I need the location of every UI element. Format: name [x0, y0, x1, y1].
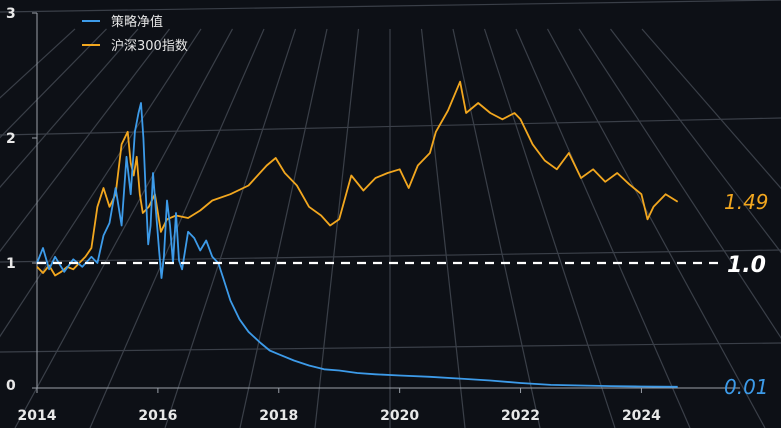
grid-ray [164, 28, 297, 428]
x-tick-label: 2020 [380, 408, 419, 424]
legend-label-0: 策略净值 [111, 14, 163, 30]
grid-ray [578, 28, 781, 339]
grid-ray [452, 28, 541, 428]
series-layer [36, 80, 679, 388]
series-line-1 [36, 80, 679, 277]
y-tick-label: 2 [6, 131, 16, 147]
grid-ray [515, 28, 691, 428]
y-tick-label: 3 [6, 6, 16, 22]
legend-label-1: 沪深300指数 [111, 38, 188, 54]
grid-line [0, 342, 781, 353]
grid-ray [546, 28, 766, 428]
y-tick-label: 1 [6, 256, 16, 272]
grid-line [0, 249, 781, 263]
label-layer: 0.01 1.49 [724, 190, 769, 399]
grid-ray [420, 28, 466, 428]
x-tick-label: 2014 [18, 408, 57, 424]
grid-ray [314, 28, 360, 428]
grid-ray [239, 28, 328, 428]
axes: 0 1 2 3 2014 2016 2018 2020 2022 2024 [6, 6, 740, 424]
series-line-0 [36, 102, 678, 388]
grid-ray [0, 28, 202, 338]
x-tick-label: 2022 [501, 408, 540, 424]
grid-ray [0, 28, 139, 189]
grid-ray [14, 28, 234, 428]
x-tick-label: 2016 [138, 408, 177, 424]
grid-ray [610, 28, 781, 254]
reference-line-label: 1.0 [727, 253, 766, 278]
series-end-label-0: 0.01 [724, 375, 769, 399]
grid-line [0, 117, 781, 136]
grid-line [0, 0, 781, 13]
grid-ray [0, 28, 107, 139]
grid-ray [483, 28, 616, 428]
grid-ray [641, 28, 781, 190]
grid-ray [0, 28, 170, 253]
reference-layer: 1.0 [37, 253, 766, 278]
x-tick-label: 2024 [622, 408, 661, 424]
y-tick-label: 0 [6, 378, 16, 394]
x-tick-label: 2018 [259, 408, 298, 424]
grid-ray [0, 28, 76, 99]
series-end-label-1: 1.49 [724, 190, 769, 214]
